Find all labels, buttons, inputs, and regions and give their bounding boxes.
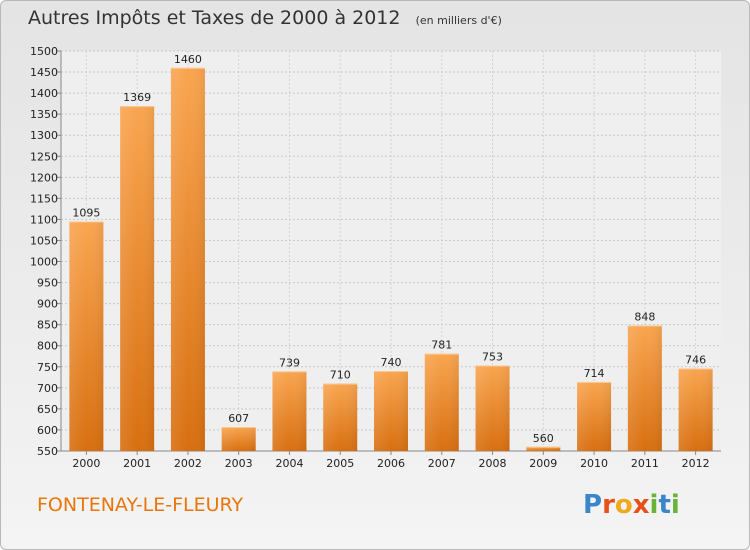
bar-value-label: 714 xyxy=(584,367,605,380)
y-tick-label: 650 xyxy=(37,403,58,416)
y-tick-label: 1200 xyxy=(30,171,58,184)
x-tick-label: 2009 xyxy=(529,457,557,470)
bar-shine xyxy=(475,365,510,451)
bar-shine xyxy=(526,446,561,451)
y-tick-label: 1050 xyxy=(30,234,58,247)
bar-shine xyxy=(170,67,205,451)
logo-letter: o xyxy=(614,490,633,520)
logo-letter: i xyxy=(670,490,680,520)
bar-shine xyxy=(120,106,155,451)
logo-letter: t xyxy=(658,490,671,520)
x-tick-label: 2003 xyxy=(225,457,253,470)
x-tick-label: 2004 xyxy=(275,457,303,470)
x-tick-label: 2011 xyxy=(631,457,659,470)
logo-letter: x xyxy=(632,490,650,520)
y-tick-label: 1350 xyxy=(30,108,58,121)
proxiti-logo[interactable]: Proxiti xyxy=(583,490,680,520)
bar-value-label: 1369 xyxy=(123,91,151,104)
x-tick-label: 2007 xyxy=(428,457,456,470)
bar-shine xyxy=(424,353,459,451)
x-tick-label: 2002 xyxy=(174,457,202,470)
bar-value-label: 781 xyxy=(431,339,452,352)
x-tick-label: 2000 xyxy=(72,457,100,470)
y-tick-label: 700 xyxy=(37,382,58,395)
bar-value-label: 753 xyxy=(482,351,503,364)
x-tick-label: 2012 xyxy=(682,457,710,470)
y-tick-label: 950 xyxy=(37,277,58,290)
y-tick-label: 850 xyxy=(37,319,58,332)
bar-value-label: 739 xyxy=(279,356,300,369)
y-tick-label: 1250 xyxy=(30,150,58,163)
y-tick-label: 1450 xyxy=(30,66,58,79)
y-tick-label: 550 xyxy=(37,445,58,458)
bar-shine xyxy=(272,371,307,451)
y-tick-label: 1300 xyxy=(30,129,58,142)
logo-letter: P xyxy=(583,490,603,520)
y-tick-label: 800 xyxy=(37,340,58,353)
y-tick-label: 750 xyxy=(37,361,58,374)
bar-value-label: 1095 xyxy=(72,207,100,220)
y-tick-label: 900 xyxy=(37,298,58,311)
bar-shine xyxy=(374,371,408,451)
chart-header: Autres Impôts et Taxes de 2000 à 2012 (e… xyxy=(28,7,502,29)
y-tick-label: 1150 xyxy=(30,192,58,205)
bar-shine xyxy=(627,325,662,451)
bar-value-label: 740 xyxy=(381,356,402,369)
logo-letter: r xyxy=(602,490,615,520)
bar-shine xyxy=(577,381,612,451)
bar-shine xyxy=(678,368,713,451)
chart-subtitle: (en milliers d'€) xyxy=(415,14,502,27)
x-tick-label: 2001 xyxy=(123,457,151,470)
x-tick-label: 2010 xyxy=(580,457,608,470)
x-tick-label: 2008 xyxy=(479,457,507,470)
bar-value-label: 746 xyxy=(685,353,706,366)
bar-value-label: 710 xyxy=(330,369,351,382)
logo-letter: i xyxy=(649,490,659,520)
y-tick-label: 1100 xyxy=(30,213,58,226)
bar-shine xyxy=(221,427,256,451)
chart-title: Autres Impôts et Taxes de 2000 à 2012 xyxy=(28,7,401,29)
bar-value-label: 607 xyxy=(228,412,249,425)
town-name: FONTENAY-LE-FLEURY xyxy=(37,494,244,516)
bars: 1095 1369 1460 607 739 710 740 781 753 560 714 848 7… xyxy=(69,53,713,451)
bar-shine xyxy=(323,383,358,451)
x-tick-label: 2006 xyxy=(377,457,405,470)
y-tick-label: 1400 xyxy=(30,87,58,100)
bar-value-label: 560 xyxy=(533,432,554,445)
y-tick-label: 1000 xyxy=(30,256,58,269)
bar-shine xyxy=(69,221,104,451)
bar-value-label: 1460 xyxy=(174,53,202,66)
y-tick-label: 600 xyxy=(37,424,58,437)
y-tick-label: 1500 xyxy=(30,45,58,58)
bar-value-label: 848 xyxy=(634,311,655,324)
x-tick-label: 2005 xyxy=(326,457,354,470)
